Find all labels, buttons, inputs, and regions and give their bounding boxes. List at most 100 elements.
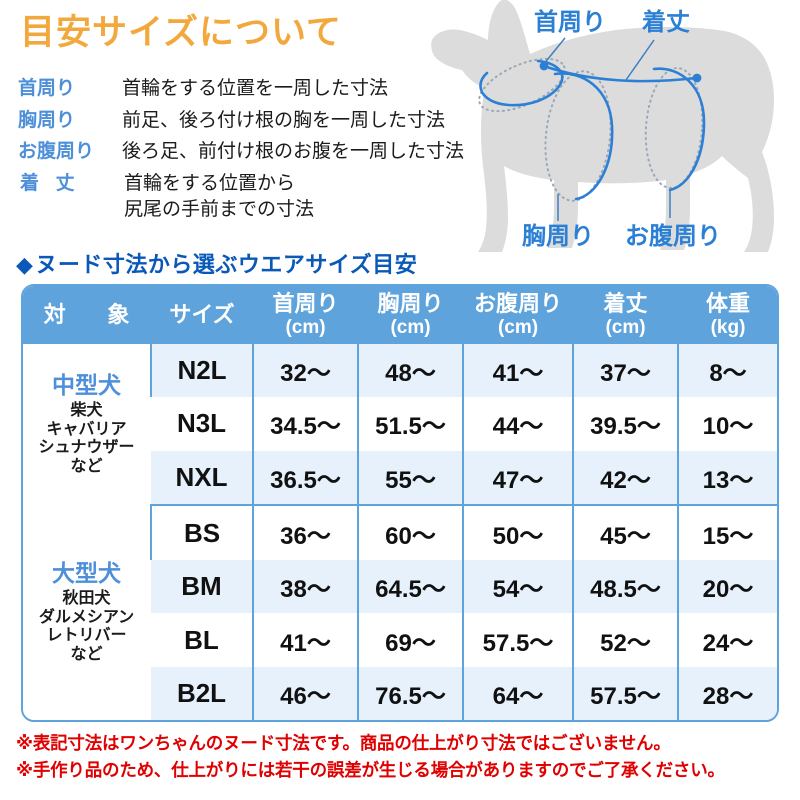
diagram-leader-lines [542, 37, 671, 221]
cell-size: BL [151, 613, 253, 667]
group-breed-1: キャバリア [46, 420, 127, 438]
table-row: NXL 36.5〜 55〜 47〜 42〜 13〜 [23, 450, 777, 507]
cell-weight: 24〜 [677, 613, 777, 667]
col-header-target: 対 象 [23, 286, 151, 344]
group-breed-0: 柴犬 [70, 401, 103, 419]
cell-neck: 36.5〜 [252, 450, 358, 507]
col-header-neck: 首周り (cm) [252, 286, 358, 344]
group-cell-medium: 中型犬 柴犬 キャバリア シュナウザー など [23, 344, 151, 506]
cell-neck: 32〜 [252, 344, 358, 398]
cell-belly: 47〜 [462, 450, 573, 507]
cell-size: BS [150, 505, 253, 561]
legend-item-length: 着 丈 首輪をする位置から 尻尾の手前までの寸法 [18, 171, 464, 222]
cell-belly: 44〜 [462, 397, 573, 451]
cell-length: 37〜 [572, 344, 678, 398]
group-breed-2: レトリバー [46, 627, 127, 645]
col-header-chest: 胸周り (cm) [357, 286, 463, 344]
table-row: B2L 46〜 76.5〜 64〜 57.5〜 28〜 [23, 666, 777, 720]
legend-desc-length: 首輪をする位置から 尻尾の手前までの寸法 [124, 171, 314, 222]
legend-term-length: 着 丈 [20, 172, 81, 194]
cell-belly: 50〜 [462, 505, 573, 561]
legend-term-neck: 首周り [18, 78, 76, 99]
col-header-length: 着丈 (cm) [572, 286, 678, 344]
cell-belly: 41〜 [462, 344, 573, 398]
cell-weight: 10〜 [677, 397, 777, 451]
group-breed-0: 秋田犬 [62, 589, 111, 607]
col-header-neck-unit: (cm) [285, 316, 326, 338]
legend-term-chest: 胸周り [18, 109, 76, 131]
diagram-label-belly: お腹周り [625, 222, 721, 250]
col-header-target-label: 対 象 [43, 301, 140, 327]
legend-desc-chest: 前足、後ろ付け根の胸を一周した寸法 [122, 109, 446, 131]
col-header-belly: お腹周り (cm) [462, 286, 573, 344]
group-breed-3: など [70, 458, 103, 476]
cell-chest: 60〜 [357, 505, 463, 561]
length-measure-line [539, 61, 702, 83]
cell-length: 57.5〜 [572, 666, 678, 720]
cell-size: B2L [151, 666, 253, 720]
cell-chest: 64.5〜 [357, 560, 463, 614]
measurement-legend: 首周り 首輪をする位置を一周した寸法 胸周り 前足、後ろ付け根の胸を一周した寸法… [18, 76, 464, 228]
cell-chest: 48〜 [357, 344, 463, 398]
cell-chest: 76.5〜 [357, 666, 463, 720]
col-header-belly-label: お腹周り [473, 291, 562, 317]
legend-desc-length-line2: 尻尾の手前までの寸法 [124, 198, 315, 220]
diagram-label-length: 着丈 [642, 8, 690, 36]
diagram-label-neck: 首周り [534, 8, 606, 36]
footer-notes: ※表記寸法はワンちゃんのヌード寸法です。商品の仕上がり寸法ではございません。 ※… [16, 730, 725, 784]
footer-note-1: ※表記寸法はワンちゃんのヌード寸法です。商品の仕上がり寸法ではございません。 [16, 733, 671, 753]
group-breed-2: シュナウザー [38, 439, 135, 457]
dog-measurement-diagram: 首周り 着丈 胸周り お腹周り [431, 0, 774, 252]
cell-chest: 51.5〜 [357, 397, 463, 451]
page-title: 目安サイズについて [20, 13, 342, 52]
col-header-weight-label: 体重 [705, 291, 750, 317]
cell-weight: 13〜 [677, 450, 777, 507]
col-header-neck-label: 首周り [272, 291, 339, 317]
col-header-weight: 体重 (kg) [677, 286, 777, 344]
cell-neck: 46〜 [252, 666, 358, 720]
table-header-row: 対 象 サイズ 首周り (cm) 胸周り (cm) お腹周り (cm) [23, 286, 777, 344]
group-breed-1: ダルメシアン [38, 608, 135, 626]
col-header-size: サイズ [150, 286, 253, 344]
section-heading-text: ヌード寸法から選ぶウエアサイズ目安 [35, 252, 418, 277]
col-header-length-unit: (cm) [605, 316, 646, 338]
dog-silhouette [431, 0, 774, 252]
group-name-medium: 中型犬 [52, 372, 121, 399]
cell-neck: 38〜 [252, 560, 358, 614]
legend-item-belly: お腹周り 後ろ足、前付け根のお腹を一周した寸法 [18, 139, 464, 165]
cell-weight: 8〜 [677, 344, 777, 398]
legend-desc-neck: 首輪をする位置を一周した寸法 [122, 78, 389, 99]
diagram-label-chest: 胸周り [522, 223, 594, 250]
cell-size: NXL [151, 450, 253, 507]
legend-desc-length-line1: 首輪をする位置から [124, 172, 296, 194]
table-row: BM 38〜 64.5〜 54〜 48.5〜 20〜 [23, 560, 777, 614]
cell-length: 39.5〜 [572, 397, 678, 451]
belly-measure-loop [644, 67, 706, 192]
cell-chest: 69〜 [357, 613, 463, 667]
table-row: N3L 34.5〜 51.5〜 44〜 39.5〜 10〜 [23, 397, 777, 451]
group-cell-large: 大型犬 秋田犬 ダルメシアン レトリバー など [23, 505, 151, 720]
footer-note-2: ※手作り品のため、仕上がりには若干の誤差が生じる場合がありますのでご了承ください… [16, 760, 725, 781]
col-header-weight-unit: (kg) [710, 316, 746, 338]
cell-weight: 20〜 [677, 560, 777, 614]
diamond-bullet-icon: ◆ [16, 252, 34, 277]
cell-length: 42〜 [572, 450, 678, 507]
group-breed-3: など [70, 646, 103, 664]
col-header-length-label: 着丈 [603, 291, 648, 317]
legend-term-belly: お腹周り [18, 141, 95, 163]
col-header-chest-label: 胸周り [377, 291, 444, 317]
cell-weight: 15〜 [677, 505, 777, 561]
legend-item-chest: 胸周り 前足、後ろ付け根の胸を一周した寸法 [18, 108, 464, 134]
col-header-chest-unit: (cm) [390, 316, 431, 338]
cell-size: BM [151, 560, 253, 614]
neck-measure-loop [478, 57, 566, 113]
table-body: 中型犬 柴犬 キャバリア シュナウザー など N2L 32〜 48〜 41〜 3… [23, 344, 777, 720]
legend-desc-belly: 後ろ足、前付け根のお腹を一周した寸法 [122, 141, 465, 163]
cell-chest: 55〜 [357, 450, 463, 507]
cell-neck: 36〜 [252, 505, 358, 561]
cell-belly: 54〜 [462, 560, 573, 614]
cell-belly: 64〜 [462, 666, 573, 720]
cell-belly: 57.5〜 [462, 613, 573, 667]
section-heading: ◆ヌード寸法から選ぶウエアサイズ目安 [16, 247, 417, 279]
cell-size: N3L [151, 397, 253, 451]
